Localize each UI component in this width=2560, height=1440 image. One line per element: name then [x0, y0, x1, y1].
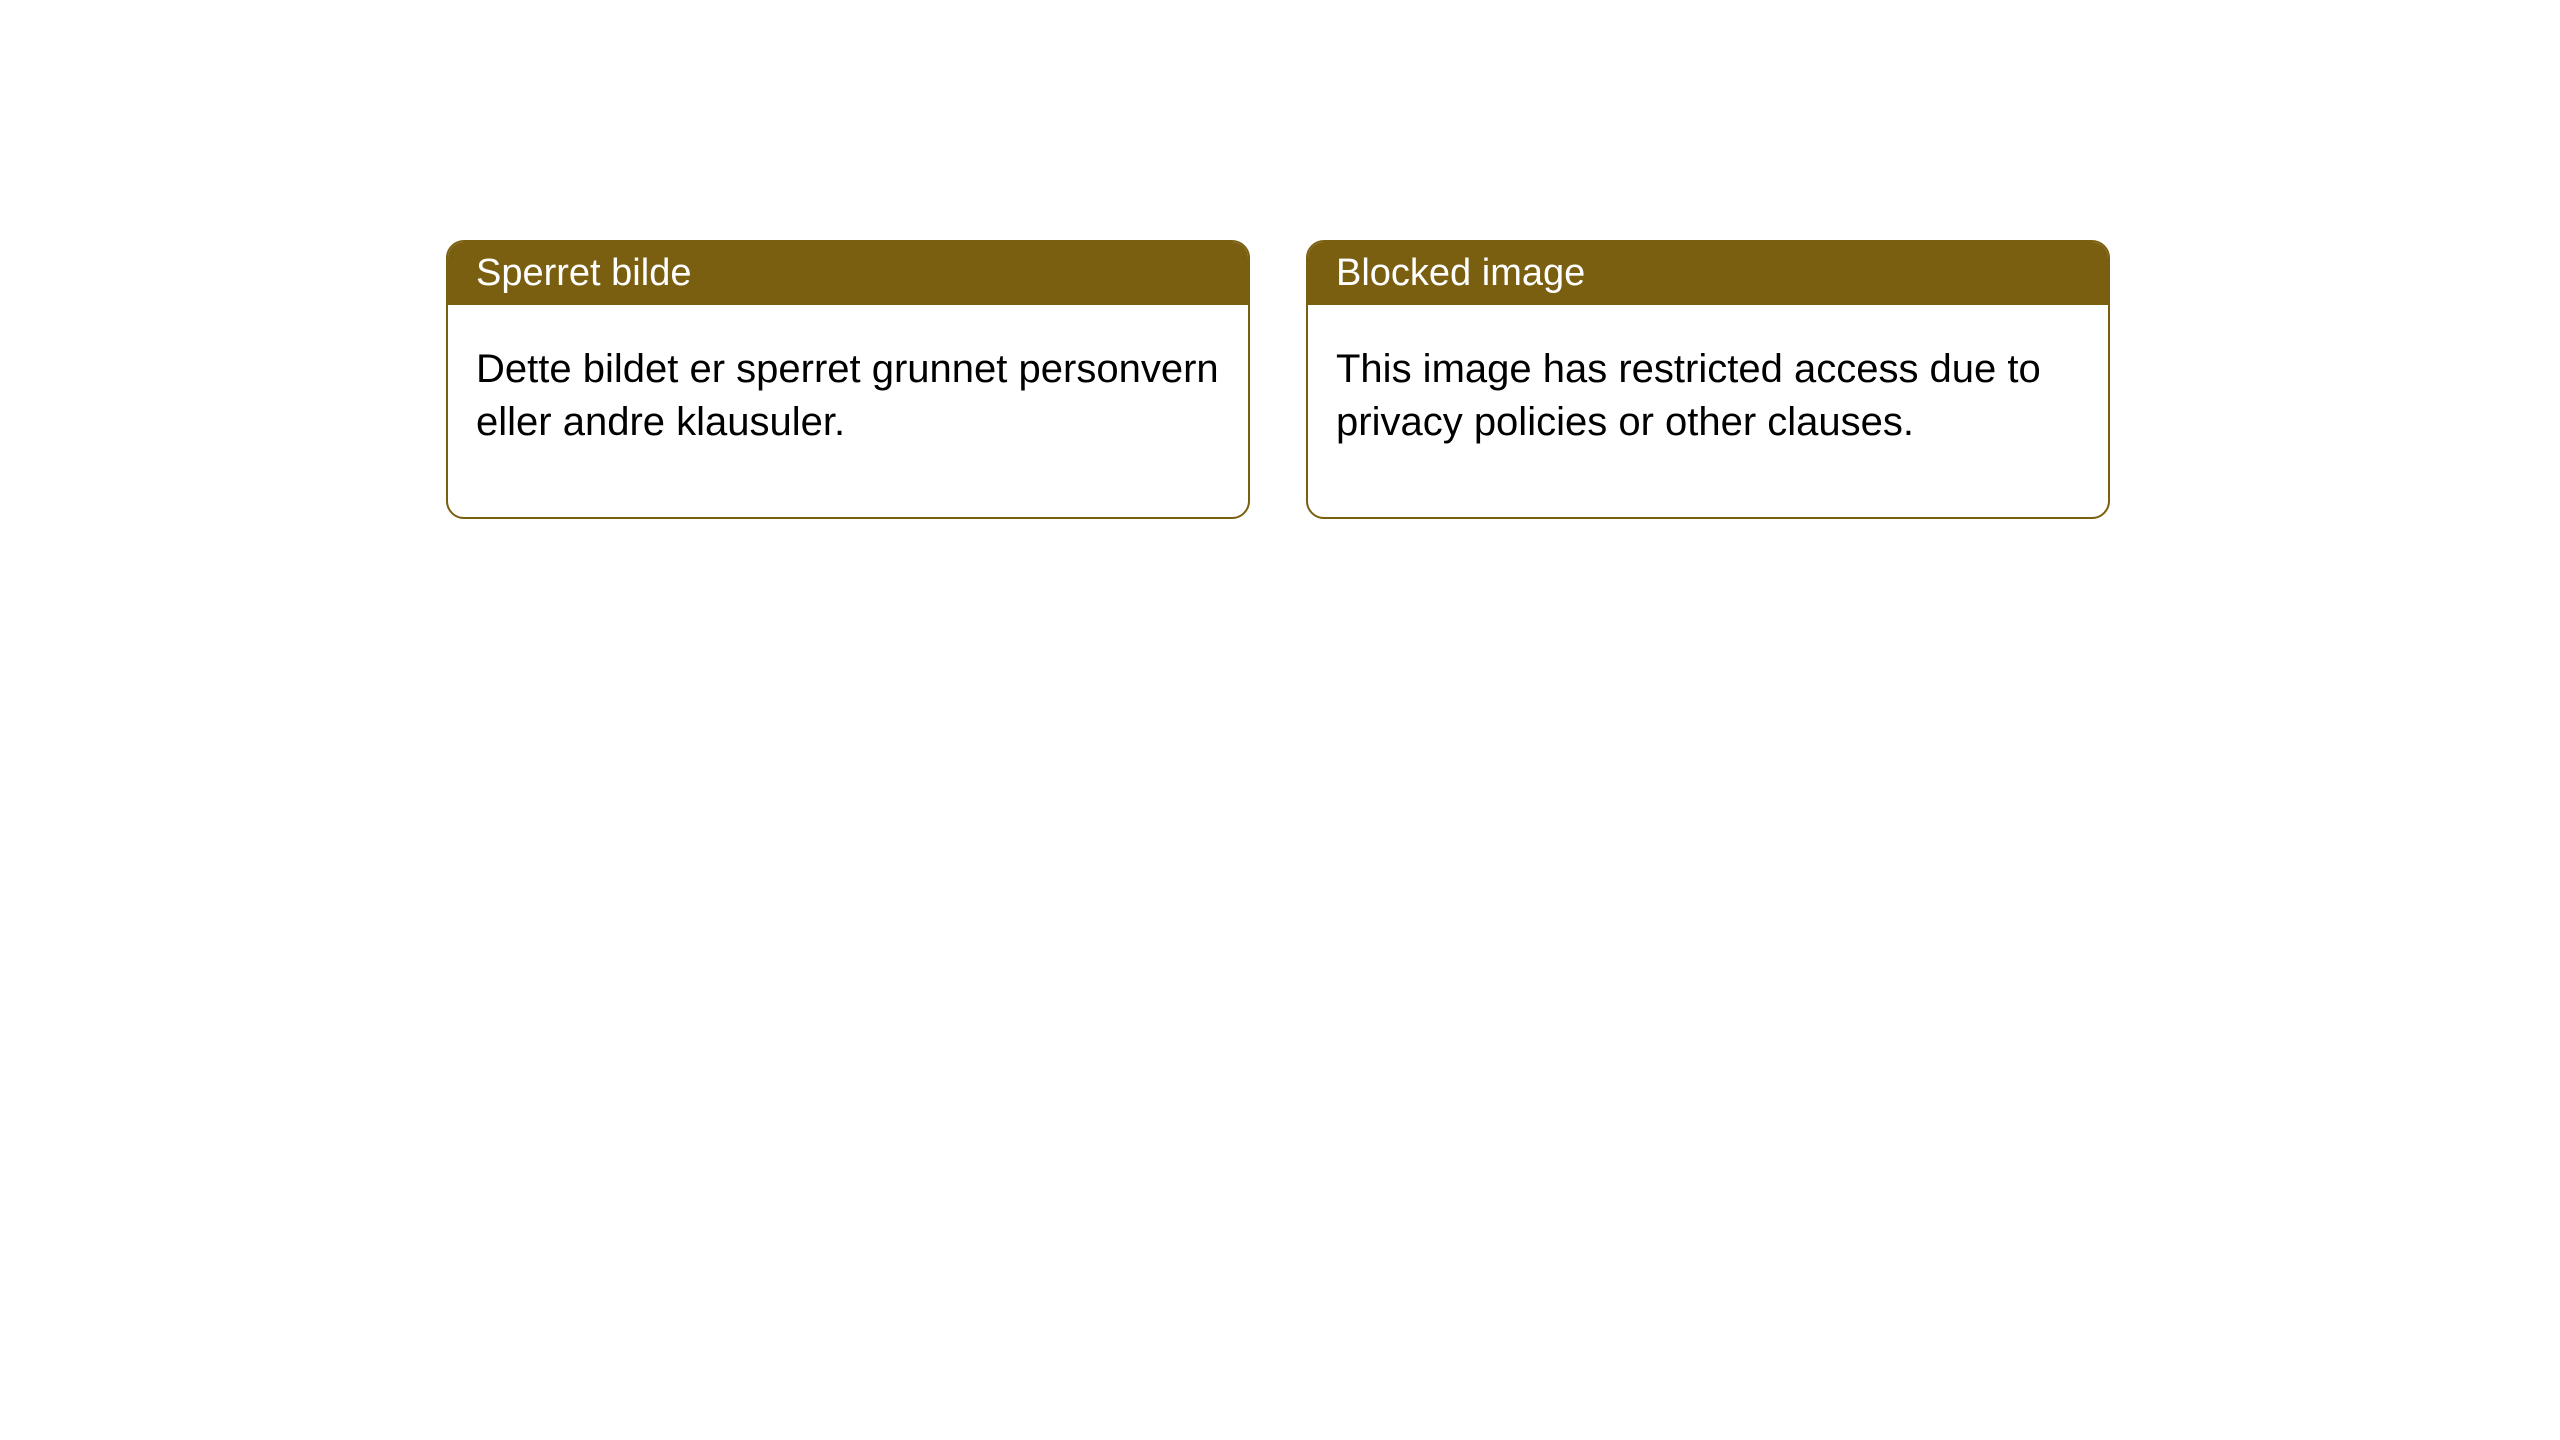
notice-card-norwegian: Sperret bilde Dette bildet er sperret gr…: [446, 240, 1250, 519]
notice-container: Sperret bilde Dette bildet er sperret gr…: [446, 240, 2110, 519]
notice-body-norwegian: Dette bildet er sperret grunnet personve…: [448, 305, 1248, 517]
notice-card-english: Blocked image This image has restricted …: [1306, 240, 2110, 519]
notice-title-english: Blocked image: [1308, 242, 2108, 305]
notice-title-norwegian: Sperret bilde: [448, 242, 1248, 305]
notice-body-english: This image has restricted access due to …: [1308, 305, 2108, 517]
